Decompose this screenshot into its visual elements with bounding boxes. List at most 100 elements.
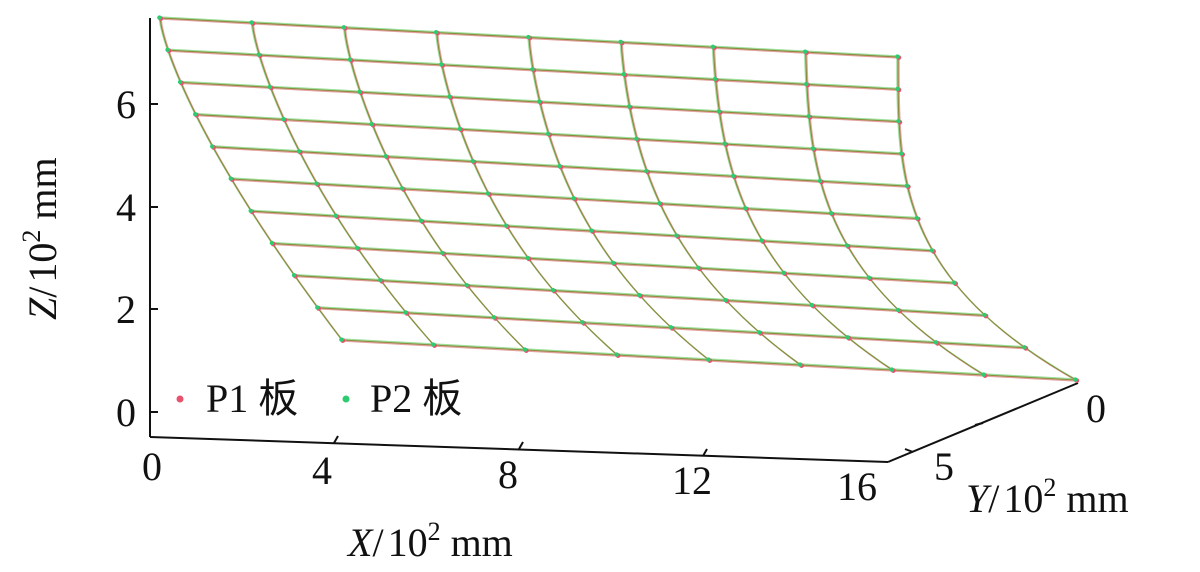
p2-node: [828, 210, 834, 216]
z-axis-slash: /: [20, 286, 65, 298]
p2-node: [844, 243, 850, 248]
p2-node: [281, 116, 286, 122]
y-tick-mark: [904, 448, 914, 453]
p2-node: [896, 119, 901, 124]
p2-node: [256, 52, 261, 57]
p2-node: [267, 84, 273, 90]
x-tick-mark: [518, 441, 524, 450]
p2-node: [810, 146, 816, 151]
y-tick-labels: 0 5: [934, 386, 1106, 489]
p2-node: [447, 94, 452, 99]
p2-node: [817, 178, 823, 184]
p2-node: [802, 49, 808, 54]
p2-node: [165, 47, 170, 52]
p2-node: [418, 218, 424, 223]
y-axis-unit-exp: 2: [1043, 473, 1056, 502]
legend-marker-p1: [176, 395, 184, 403]
y-axis-slash: /: [988, 476, 1000, 521]
x-axis-var: X: [346, 520, 374, 565]
p2-node: [806, 114, 811, 119]
x-tick-mark: [333, 435, 339, 444]
x-tick-label: 4: [312, 448, 332, 493]
p2-node: [804, 81, 809, 87]
p2-node: [210, 144, 215, 149]
p2-node: [674, 233, 679, 238]
x-tick-labels: 0 4 8 12 16: [142, 444, 877, 509]
p2-node: [781, 270, 786, 275]
y-axis-var: Y: [966, 476, 992, 521]
axes: [149, 18, 1079, 463]
p2-node: [400, 186, 405, 191]
p2-node: [347, 57, 353, 62]
x-tick-mark: [702, 448, 708, 457]
z-axis-unit-base: 10: [20, 243, 65, 283]
p2-node: [296, 149, 302, 154]
p2-node: [981, 372, 986, 377]
p2-node: [470, 158, 475, 164]
z-tick-label: 4: [116, 185, 136, 230]
p2-node: [866, 275, 872, 280]
p2-node: [430, 342, 436, 347]
p2-node: [369, 121, 374, 127]
x-axis-line: [149, 436, 889, 463]
x-tick-label: 16: [837, 464, 877, 509]
p2-node: [333, 213, 339, 218]
p2-node: [249, 20, 254, 25]
p2-node: [904, 183, 910, 188]
p2-node: [668, 325, 674, 330]
p2-node: [193, 112, 198, 117]
x-tick-label: 12: [672, 458, 712, 503]
p2-node: [982, 312, 987, 318]
p2-node: [889, 367, 895, 372]
p2-node: [291, 273, 297, 278]
p2-node: [526, 34, 531, 40]
p2-node: [614, 352, 619, 357]
p2-node: [314, 181, 319, 186]
p2-node: [546, 131, 551, 137]
legend-label-p2: P2 板: [370, 376, 462, 421]
p2-node: [637, 292, 642, 298]
z-tick-label: 0: [116, 390, 136, 435]
y-axis-unit-base: 10: [1003, 476, 1043, 521]
p2-node: [722, 141, 727, 146]
legend: P1 板 P2 板: [176, 376, 462, 421]
p2-node: [457, 126, 463, 132]
p2-node: [610, 260, 616, 266]
y-tick-mark: [974, 422, 984, 426]
p2-node: [354, 245, 360, 251]
p2-node: [710, 44, 716, 50]
p2-node: [440, 250, 445, 256]
p2-node: [1022, 345, 1027, 350]
p2-node: [845, 335, 850, 340]
x-axis-unit-tail: mm: [451, 520, 513, 565]
x-axis-label: X/102 mm: [346, 517, 513, 565]
tick-marks: [150, 103, 984, 457]
p2-node: [716, 109, 722, 114]
p2-node: [895, 54, 900, 59]
p2-node: [723, 297, 728, 303]
p2-node: [157, 15, 162, 20]
p2-node: [248, 208, 253, 213]
p2-node: [759, 238, 764, 243]
p2-node: [914, 215, 919, 221]
p2-node: [571, 196, 576, 201]
p2-node: [439, 62, 444, 67]
p2-node: [929, 248, 935, 253]
p2-node: [378, 277, 383, 283]
z-axis-var: Z: [20, 297, 65, 320]
p2-node: [504, 223, 509, 228]
p2-node: [530, 67, 535, 72]
y-axis-line: [887, 382, 1079, 463]
p2-node: [339, 337, 344, 342]
p2-node: [383, 154, 389, 159]
p2-node: [485, 191, 491, 196]
y-axis-unit-tail: mm: [1066, 476, 1128, 521]
p2-node: [357, 89, 362, 95]
p2-node: [491, 315, 497, 320]
p2-node: [933, 340, 939, 345]
p2-node: [464, 282, 469, 288]
p2-node: [896, 307, 901, 313]
p2-node: [809, 302, 815, 308]
x-axis-slash: /: [372, 520, 384, 565]
